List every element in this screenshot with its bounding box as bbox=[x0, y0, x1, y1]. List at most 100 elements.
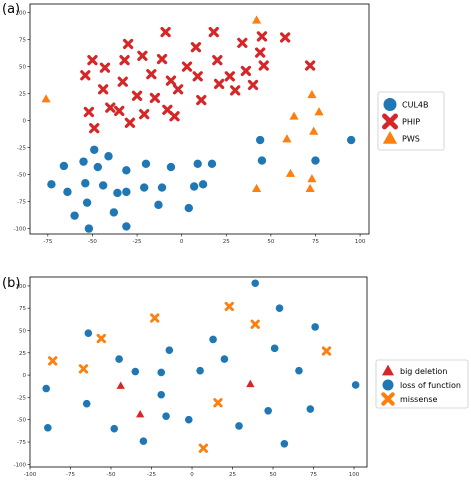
point-cul4b bbox=[257, 156, 267, 165]
panel-label-b: (b) bbox=[2, 276, 20, 291]
y-tick-label: 25 bbox=[19, 92, 26, 98]
point-cul4b bbox=[139, 183, 149, 192]
point-cul4b bbox=[113, 188, 122, 198]
y-tick-label: -50 bbox=[17, 418, 26, 424]
point-loss-of-function bbox=[311, 323, 319, 331]
point-loss-of-function bbox=[84, 329, 93, 337]
x-tick-label: 100 bbox=[355, 239, 366, 245]
point-loss-of-function bbox=[44, 423, 52, 432]
point-cul4b bbox=[311, 156, 320, 165]
point-cul4b bbox=[81, 179, 90, 188]
y-tick-label: 0 bbox=[23, 119, 27, 125]
y-tick-label: -75 bbox=[17, 200, 26, 206]
point-cul4b bbox=[184, 203, 193, 213]
point-phip bbox=[124, 117, 136, 128]
point-cul4b bbox=[109, 208, 119, 217]
point-pws bbox=[252, 183, 262, 193]
plot-area-b bbox=[29, 276, 368, 468]
point-phip bbox=[165, 75, 177, 86]
point-pws bbox=[289, 111, 299, 120]
point-cul4b bbox=[141, 159, 151, 169]
point-phip bbox=[208, 26, 219, 38]
point-missense bbox=[198, 443, 209, 453]
point-phip bbox=[122, 38, 134, 50]
y-tick-label: -100 bbox=[14, 462, 27, 468]
point-loss-of-function bbox=[157, 368, 166, 377]
y-tick-label: 75 bbox=[19, 306, 26, 312]
point-cul4b bbox=[84, 224, 94, 233]
x-tick-label: -25 bbox=[147, 472, 156, 478]
point-cul4b bbox=[198, 180, 208, 189]
x-tick-label: -75 bbox=[43, 239, 52, 245]
point-cul4b bbox=[82, 198, 92, 207]
point-cul4b bbox=[70, 211, 79, 220]
point-phip bbox=[156, 53, 168, 65]
point-phip bbox=[137, 50, 148, 61]
point-phip bbox=[149, 92, 161, 104]
point-missense bbox=[250, 319, 260, 329]
point-loss-of-function bbox=[196, 366, 204, 375]
point-cul4b bbox=[154, 200, 163, 210]
x-tick-label: -50 bbox=[88, 239, 97, 245]
point-phip bbox=[247, 79, 259, 91]
point-loss-of-function bbox=[42, 384, 51, 393]
point-loss-of-function bbox=[251, 279, 260, 288]
point-phip bbox=[237, 37, 248, 49]
y-tick-label: 50 bbox=[19, 65, 26, 71]
y-tick-label: -100 bbox=[14, 227, 27, 233]
y-tick-label: -25 bbox=[17, 395, 26, 401]
point-phip bbox=[279, 32, 291, 43]
legend-label: PHIP bbox=[402, 118, 420, 127]
point-phip bbox=[190, 42, 202, 53]
point-phip bbox=[224, 71, 235, 82]
point-missense bbox=[321, 346, 332, 356]
point-loss-of-function bbox=[131, 367, 140, 376]
legend-label: loss of function bbox=[400, 381, 461, 390]
point-phip bbox=[160, 26, 171, 38]
point-cul4b bbox=[59, 161, 69, 171]
point-cul4b bbox=[47, 180, 56, 189]
point-big-deletion bbox=[116, 381, 125, 389]
point-cul4b bbox=[93, 162, 103, 172]
legend-label: missense bbox=[400, 395, 438, 404]
point-phip bbox=[258, 60, 269, 71]
point-pws bbox=[307, 174, 317, 183]
point-loss-of-function bbox=[209, 335, 217, 344]
point-phip bbox=[192, 71, 203, 82]
point-cul4b bbox=[122, 166, 131, 175]
point-pws bbox=[309, 126, 319, 135]
point-phip bbox=[196, 94, 207, 106]
point-cul4b bbox=[79, 157, 88, 166]
point-phip bbox=[131, 90, 143, 101]
y-tick-label: 100 bbox=[16, 284, 27, 290]
point-phip bbox=[99, 62, 111, 73]
point-loss-of-function bbox=[351, 381, 360, 389]
point-missense bbox=[78, 364, 89, 374]
point-pws bbox=[307, 89, 317, 99]
legend-marker bbox=[381, 364, 395, 376]
point-big-deletion bbox=[246, 379, 255, 388]
y-tick-label: -50 bbox=[17, 173, 26, 179]
x-tick-label: 50 bbox=[270, 472, 277, 478]
point-cul4b bbox=[122, 187, 131, 197]
point-pws bbox=[41, 94, 51, 103]
point-loss-of-function bbox=[235, 422, 243, 430]
y-tick-label: -25 bbox=[17, 146, 26, 152]
point-cul4b bbox=[189, 182, 199, 191]
point-cul4b bbox=[207, 159, 217, 169]
x-tick-label: 100 bbox=[349, 472, 360, 478]
plot-area-a bbox=[29, 3, 370, 235]
point-missense bbox=[213, 398, 223, 408]
point-cul4b bbox=[346, 135, 356, 145]
x-tick-label: -100 bbox=[24, 472, 37, 478]
point-phip bbox=[181, 61, 193, 72]
marks-a bbox=[41, 15, 356, 233]
y-tick-label: 25 bbox=[19, 351, 26, 357]
point-cul4b bbox=[90, 145, 99, 154]
point-cul4b bbox=[193, 159, 202, 169]
point-phip bbox=[256, 31, 268, 42]
point-loss-of-function bbox=[306, 405, 315, 413]
marks-b bbox=[42, 279, 360, 453]
point-phip bbox=[80, 70, 91, 81]
point-loss-of-function bbox=[115, 355, 123, 363]
